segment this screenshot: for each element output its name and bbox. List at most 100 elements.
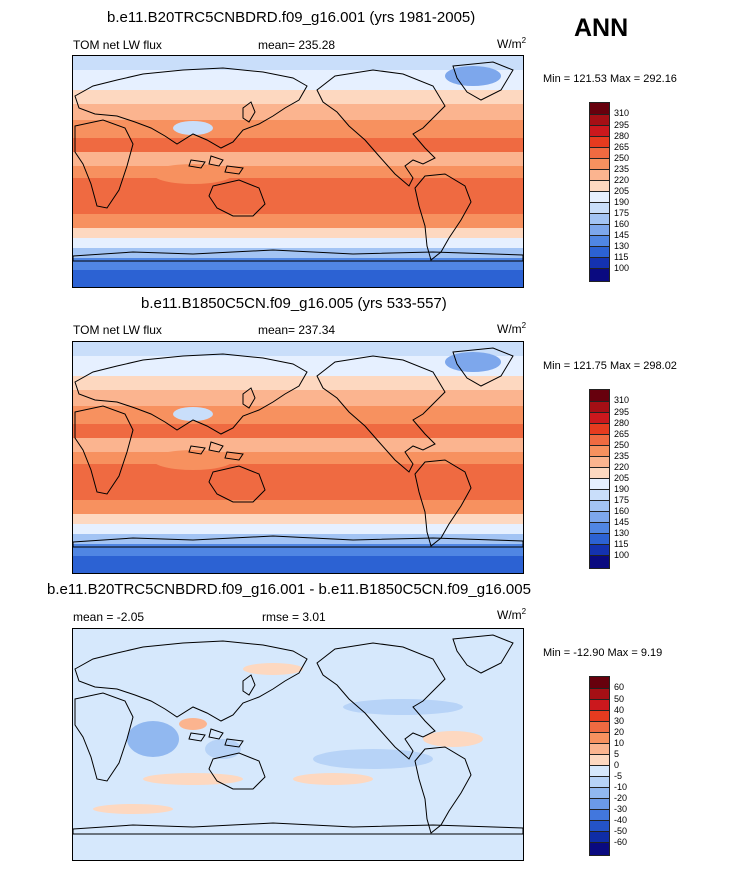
panel1-colorbar-label: 115 [614, 252, 629, 262]
panel2-minmax: Min = 121.75 Max = 298.02 [543, 360, 677, 372]
panel2-title: b.e11.B1850C5CN.f09_g16.005 (yrs 533-557… [141, 295, 447, 312]
panel3-colorbar-label: 60 [614, 682, 625, 692]
panel3-colorbar-swatch [589, 831, 610, 842]
panel3-colorbar-label: 10 [614, 738, 625, 748]
panel1-colorbar-label: 250 [614, 153, 630, 163]
panel1-colorbar-label: 130 [614, 241, 630, 251]
panel2-colorbar-label: 190 [614, 484, 630, 494]
panel1-colorbar-swatch [589, 202, 610, 213]
panel2-units: W/m2 [497, 321, 527, 336]
panel1-colorbar-swatch [589, 114, 610, 125]
panel3-colorbar-swatch [589, 710, 610, 721]
panel2-colorbar-swatch [589, 500, 610, 511]
panel1-colorbar-label: 205 [614, 186, 630, 196]
panel1-colorbar-label: 190 [614, 197, 630, 207]
panel2-colorbar: 310 295 280 265 250 235 220 205 190 175 … [589, 389, 649, 569]
panel1-units: W/m2 [497, 36, 527, 51]
panel3-colorbar-swatch [589, 754, 610, 765]
panel2-colorbar-swatch [589, 412, 610, 423]
panel2-colorbar-label: 175 [614, 495, 630, 505]
panel3-colorbar-swatch [589, 776, 610, 787]
panel3-colorbar: 60 50 40 30 20 10 5 0 -5 -10 -20 -30 -40… [589, 676, 649, 856]
panel3-colorbar-swatch [589, 699, 610, 710]
panel1-colorbar-swatch [589, 257, 610, 268]
panel2-variable-label: TOM net LW flux [73, 323, 162, 337]
panel2-colorbar-label: 115 [614, 539, 629, 549]
panel3-colorbar-swatch [589, 820, 610, 831]
panel1-colorbar-label: 175 [614, 208, 630, 218]
panel1-minmax: Min = 121.53 Max = 292.16 [543, 73, 677, 85]
panel3-colorbar-label: 30 [614, 716, 625, 726]
panel1-colorbar-swatch [589, 235, 610, 246]
panel1-colorbar-swatch [589, 268, 610, 282]
panel2-colorbar-label: 250 [614, 440, 630, 450]
panel1-colorbar-label: 160 [614, 219, 630, 229]
panel1-colorbar-swatch [589, 191, 610, 202]
panel3-colorbar-label: 50 [614, 694, 625, 704]
panel2-colorbar-swatch [589, 401, 610, 412]
panel3-colorbar-label: -5 [614, 771, 623, 781]
panel2-colorbar-label: 280 [614, 418, 630, 428]
panel2-colorbar-label: 265 [614, 429, 630, 439]
panel3-colorbar-label: 40 [614, 705, 625, 715]
panel3-colorbar-swatch [589, 798, 610, 809]
panel3-units: W/m2 [497, 607, 527, 622]
panel2-mean-label: mean= 237.34 [258, 323, 336, 337]
panel1-colorbar-label: 295 [614, 120, 630, 130]
panel3-colorbar-label: -60 [614, 837, 628, 847]
panel1-colorbar-swatch [589, 125, 610, 136]
panel1-colorbar-label: 235 [614, 164, 630, 174]
panel3-colorbar-swatch [589, 721, 610, 732]
panel1-colorbar-swatch [589, 158, 610, 169]
panel2-colorbar-swatch [589, 555, 610, 569]
panel2-colorbar-label: 100 [614, 550, 630, 560]
panel3-title: b.e11.B20TRC5CNBDRD.f09_g16.001 - b.e11.… [47, 581, 531, 598]
panel2-colorbar-swatch [589, 533, 610, 544]
panel3-colorbar-label: -40 [614, 815, 628, 825]
panel1-colorbar-label: 265 [614, 142, 630, 152]
panel2-colorbar-swatch [589, 434, 610, 445]
panel2-colorbar-label: 205 [614, 473, 630, 483]
panel2-colorbar-label: 220 [614, 462, 630, 472]
panel3-colorbar-label: 5 [614, 749, 620, 759]
panel1-colorbar-label: 145 [614, 230, 630, 240]
panel3-colorbar-label: 20 [614, 727, 625, 737]
panel3-colorbar-swatch [589, 732, 610, 743]
panel1-colorbar-swatch [589, 136, 610, 147]
panel2-colorbar-swatch [589, 511, 610, 522]
panel1-colorbar: 310 295 280 265 250 235 220 205 190 175 … [589, 102, 649, 282]
panel2-map [72, 341, 524, 574]
panel2-colorbar-swatch [589, 522, 610, 533]
panel2-colorbar-label: 160 [614, 506, 630, 516]
panel2-colorbar-swatch [589, 478, 610, 489]
panel1-colorbar-swatch [589, 180, 610, 191]
panel3-colorbar-swatch [589, 842, 610, 856]
panel3-colorbar-swatch [589, 688, 610, 699]
panel3-colorbar-label: -10 [614, 782, 628, 792]
panel1-variable-label: TOM net LW flux [73, 38, 162, 52]
panel1-colorbar-swatch [589, 169, 610, 180]
panel1-title: b.e11.B20TRC5CNBDRD.f09_g16.001 (yrs 198… [107, 9, 476, 26]
panel3-colorbar-label: -50 [614, 826, 628, 836]
panel3-colorbar-label: 0 [614, 760, 620, 770]
panel3-minmax: Min = -12.90 Max = 9.19 [543, 647, 663, 659]
panel2-colorbar-label: 310 [614, 395, 630, 405]
panel3-colorbar-label: -20 [614, 793, 628, 803]
panel3-map [72, 628, 524, 861]
panel1-colorbar-label: 220 [614, 175, 630, 185]
panel3-colorbar-swatch [589, 743, 610, 754]
panel3-colorbar-label: -30 [614, 804, 628, 814]
panel3-mean-label: mean = -2.05 [73, 610, 145, 624]
panel1-mean-label: mean= 235.28 [258, 38, 336, 52]
panel3-colorbar-swatch [589, 787, 610, 798]
panel3-colorbar-swatch [589, 765, 610, 776]
panel2-colorbar-swatch [589, 423, 610, 434]
panel2-colorbar-label: 295 [614, 407, 630, 417]
panel1-colorbar-swatch [589, 213, 610, 224]
panel2-colorbar-swatch [589, 544, 610, 555]
panel1-colorbar-swatch [589, 224, 610, 235]
season-label: ANN [574, 14, 629, 42]
panel2-colorbar-swatch [589, 445, 610, 456]
panel3-rmse-label: rmse = 3.01 [262, 610, 326, 624]
panel1-map [72, 55, 524, 288]
